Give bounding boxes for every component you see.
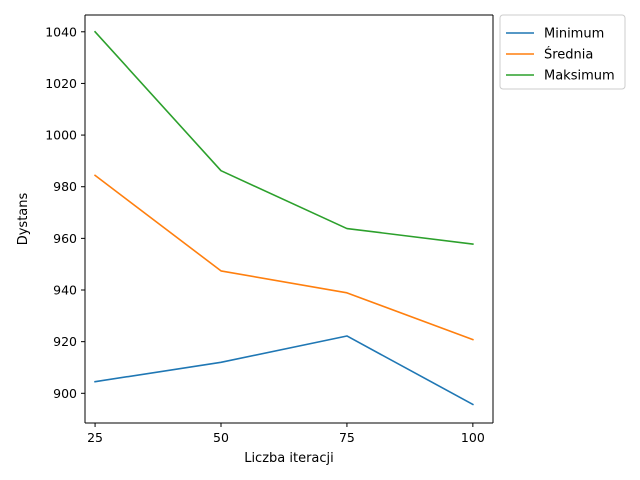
y-tick-label: 1020 [45, 76, 77, 91]
y-tick-label: 900 [53, 386, 77, 401]
legend-label: Średnia [544, 47, 593, 63]
y-tick-label: 960 [53, 231, 77, 246]
legend-label: Minimum [544, 27, 604, 42]
legend-label: Maksimum [544, 69, 615, 84]
series-line-2 [93, 174, 474, 341]
y-axis-label: Dystans [16, 193, 31, 246]
y-tick-label: 920 [53, 334, 77, 349]
y-tick-label: 980 [53, 179, 77, 194]
series-layer [93, 30, 474, 406]
y-tick-label: 1040 [45, 24, 77, 39]
y-tick-label: 940 [53, 283, 77, 298]
x-tick-label: 25 [87, 430, 103, 445]
series-line-1 [94, 335, 474, 406]
x-tick-label: 50 [213, 430, 229, 445]
y-axis-ticks: 900 920 940 960 980 1000 1020 1040 [45, 24, 85, 401]
legend: Minimum Średnia Maksimum [499, 14, 626, 90]
legend-items: Minimum Średnia Maksimum [506, 27, 615, 84]
series-line-3 [93, 30, 474, 245]
x-axis-label: Liczba iteracji [244, 451, 334, 466]
x-axis-ticks: 25 50 75 100 [87, 423, 485, 445]
x-tick-label: 75 [339, 430, 355, 445]
plot-area [85, 15, 493, 423]
x-tick-label: 100 [461, 430, 485, 445]
y-tick-label: 1000 [45, 128, 77, 143]
